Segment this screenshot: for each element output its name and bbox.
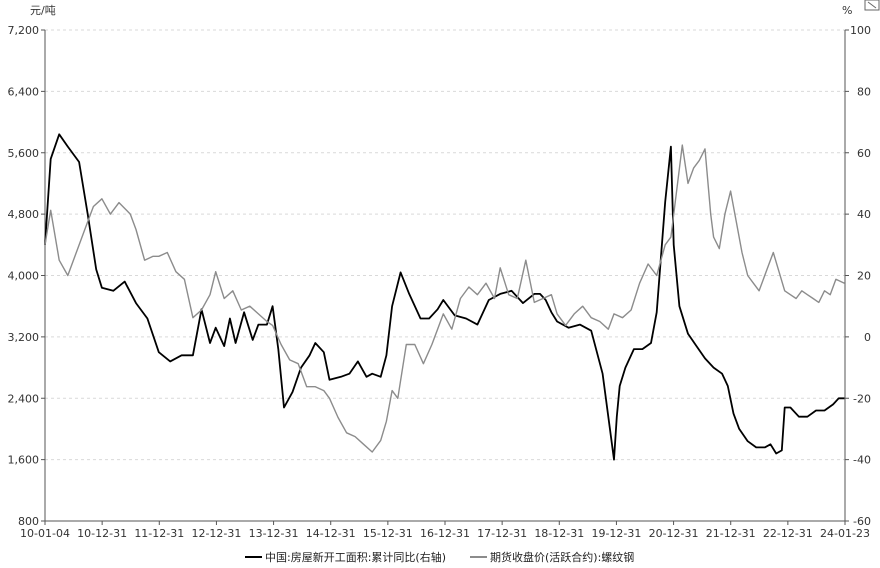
- right-axis-unit: %: [842, 4, 852, 17]
- left-axis-ticks: 7,200 6,400 5,600 4,800 4,000 3,200 2,400 1,600…: [8, 24, 45, 528]
- right-tick-label: -20: [853, 392, 871, 405]
- right-tick-label: 40: [857, 208, 871, 221]
- grid: [45, 29, 845, 461]
- x-tick-label: 20-12-31: [649, 527, 699, 540]
- x-tick-label: 24-01-23: [820, 527, 870, 540]
- right-tick-label: -40: [853, 454, 871, 467]
- right-axis-ticks: 100 80 60 40 20 0 -20 -40 -60: [845, 24, 871, 528]
- x-tick-label: 18-12-31: [534, 527, 584, 540]
- series-group: [44, 133, 845, 461]
- right-tick-label: 80: [857, 85, 871, 98]
- left-tick-label: 6,400: [8, 85, 40, 98]
- left-tick-label: 4,000: [8, 270, 40, 283]
- x-tick-label: 11-12-31: [134, 527, 184, 540]
- left-axis-unit: 元/吨: [30, 4, 56, 17]
- legend: 中国:房屋新开工面积:累计同比(右轴) 期货收盘价(活跃合约):螺纹钢: [245, 550, 634, 564]
- left-tick-label: 2,400: [8, 392, 40, 405]
- legend-label-series-0: 中国:房屋新开工面积:累计同比(右轴): [265, 550, 446, 564]
- x-tick-label: 21-12-31: [706, 527, 756, 540]
- legend-label-series-1: 期货收盘价(活跃合约):螺纹钢: [490, 550, 634, 564]
- right-tick-label: 20: [857, 270, 871, 283]
- x-tick-label: 16-12-31: [420, 527, 470, 540]
- x-tick-label: 10-01-04: [20, 527, 70, 540]
- x-tick-label: 15-12-31: [363, 527, 413, 540]
- right-tick-label: 0: [864, 331, 871, 344]
- left-tick-label: 7,200: [8, 24, 40, 37]
- left-tick-label: 3,200: [8, 331, 40, 344]
- left-tick-label: 4,800: [8, 208, 40, 221]
- right-tick-label: -60: [853, 515, 871, 528]
- expand-icon[interactable]: [864, 0, 880, 11]
- x-tick-label: 17-12-31: [477, 527, 527, 540]
- left-tick-label: 5,600: [8, 147, 40, 160]
- right-tick-label: 100: [850, 24, 871, 37]
- series-line-1: [44, 144, 845, 453]
- left-tick-label: 1,600: [8, 454, 40, 467]
- x-axis-ticks: 10-01-04 10-12-31 11-12-31 12-12-31 13-12-31…: [20, 521, 870, 540]
- right-tick-label: 60: [857, 147, 871, 160]
- x-tick-label: 12-12-31: [191, 527, 241, 540]
- x-tick-label: 19-12-31: [591, 527, 641, 540]
- left-tick-label: 800: [18, 515, 39, 528]
- x-tick-label: 10-12-31: [77, 527, 127, 540]
- x-tick-label: 14-12-31: [306, 527, 356, 540]
- series-line-0: [44, 133, 845, 461]
- x-tick-label: 22-12-31: [763, 527, 813, 540]
- x-tick-label: 13-12-31: [249, 527, 299, 540]
